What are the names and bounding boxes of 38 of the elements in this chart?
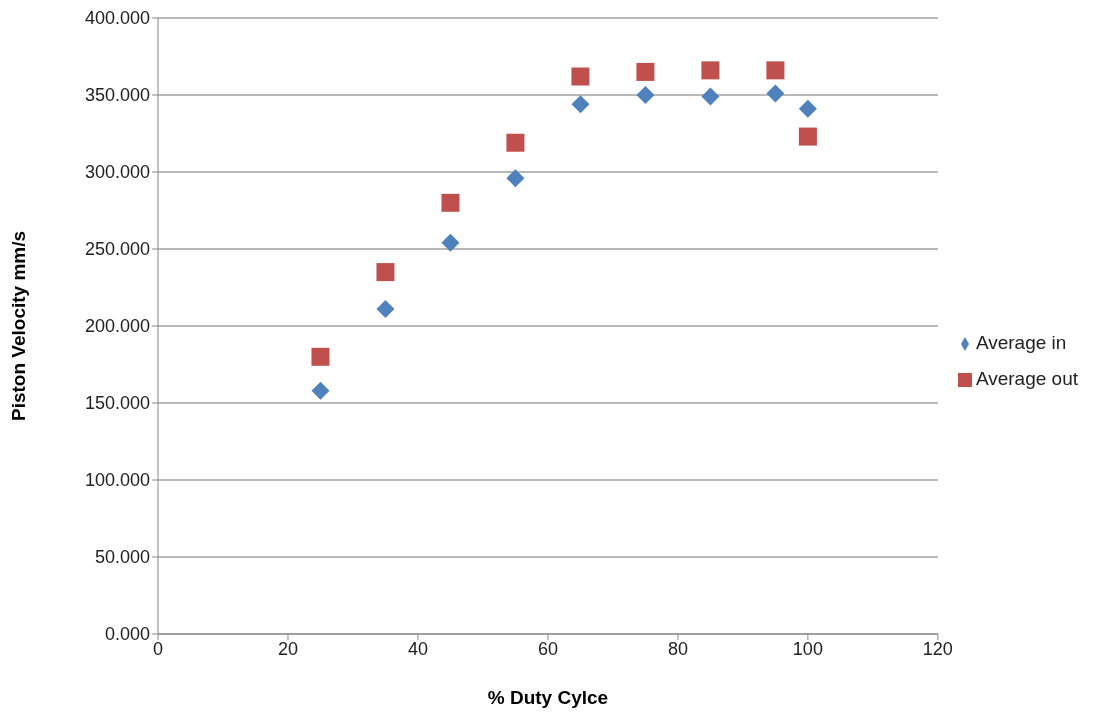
y-axis-title: Piston Velocity mm/s	[7, 230, 29, 422]
point	[441, 193, 460, 212]
x-tick-label: 0	[152, 638, 164, 659]
x-axis-title: % Duty Cylce	[487, 687, 609, 708]
point	[571, 67, 590, 86]
point	[766, 84, 785, 103]
y-tick-label: 100.000	[84, 470, 150, 491]
x-tick-label: 40	[407, 638, 428, 659]
y-tick-label: 350.000	[84, 85, 150, 106]
point	[311, 381, 330, 400]
legend-label: Average out	[975, 368, 1078, 389]
point	[636, 86, 655, 104]
y-tick-label: 200.000	[84, 316, 150, 337]
point	[701, 61, 720, 80]
y-tick-label: 50.000	[94, 547, 150, 568]
point	[311, 347, 330, 366]
x-tick-label: 20	[277, 638, 298, 659]
point	[376, 263, 395, 282]
y-tick-label: 250.000	[84, 239, 150, 260]
point	[441, 233, 460, 252]
legend-label: Average in	[975, 332, 1067, 353]
x-tick-label: 100	[792, 638, 823, 659]
y-tick-label: 150.000	[84, 393, 150, 414]
point	[636, 62, 655, 81]
x-tick-label: 60	[537, 638, 558, 659]
y-tick-label: 300.000	[84, 162, 150, 183]
y-tick-label: 400.000	[84, 8, 150, 29]
x-tick-label: 120	[922, 638, 953, 659]
point	[571, 95, 590, 114]
point	[376, 300, 395, 319]
point	[506, 133, 525, 152]
point	[506, 169, 525, 188]
point	[701, 87, 720, 106]
point	[798, 127, 817, 146]
point	[766, 61, 785, 80]
x-tick-label: 80	[667, 638, 688, 659]
point	[798, 99, 817, 118]
y-tick-label: 0.000	[104, 624, 150, 645]
